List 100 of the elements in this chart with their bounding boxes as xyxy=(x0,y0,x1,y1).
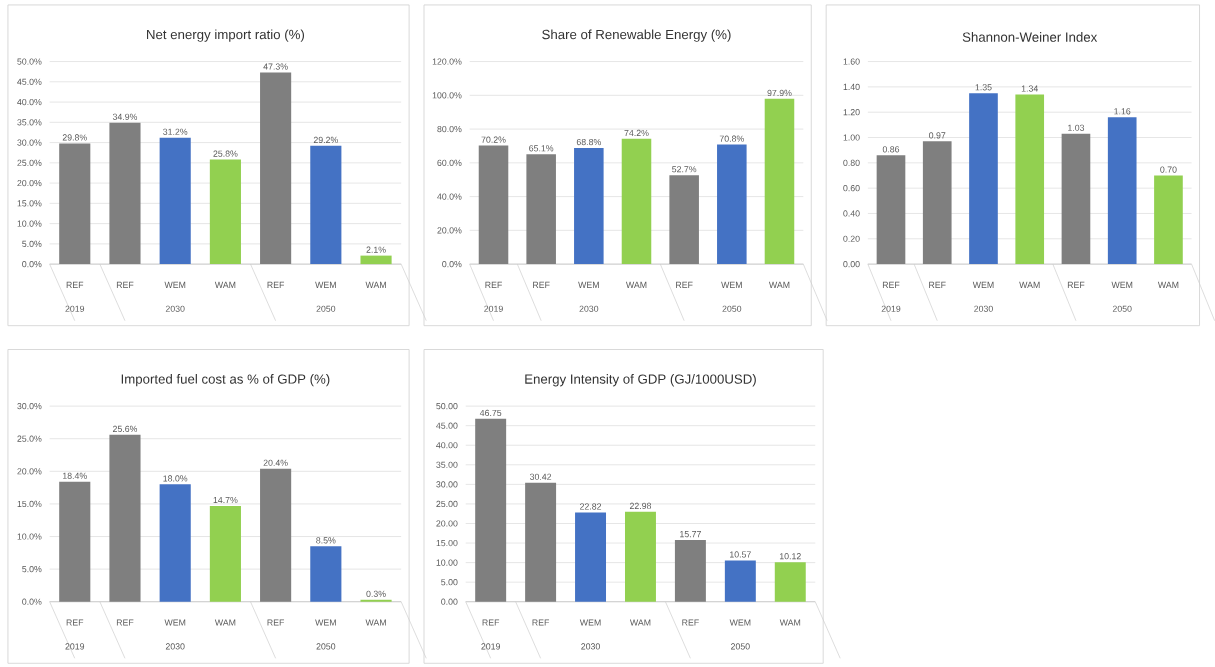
data-label: 97.9% xyxy=(767,89,792,96)
data-label: 70.2% xyxy=(481,136,506,143)
bar xyxy=(525,482,557,602)
data-label: 1.35 xyxy=(975,84,992,91)
bar xyxy=(1015,94,1045,264)
y-tick-label: 45.0% xyxy=(17,78,42,85)
y-tick-label: 80.0% xyxy=(437,125,462,133)
bar xyxy=(209,505,241,602)
y-tick-label: 10.0% xyxy=(17,220,42,227)
y-tick-label: 40.00 xyxy=(436,442,458,449)
y-tick-label: 0.00 xyxy=(441,598,458,605)
bar xyxy=(59,481,91,602)
x-tick-label: WEM xyxy=(721,281,742,288)
x-tick-label: WEM xyxy=(972,281,994,288)
bar xyxy=(717,144,747,264)
y-tick-label: 30.0% xyxy=(17,402,42,410)
y-tick-label: 50.0% xyxy=(17,58,42,65)
x-tick-label: REF xyxy=(533,281,550,288)
y-tick-label: 1.20 xyxy=(843,108,860,116)
bar xyxy=(624,511,656,602)
y-tick-label: 5.0% xyxy=(22,240,42,247)
y-tick-label: 0.0% xyxy=(22,260,42,268)
x-tick-label: REF xyxy=(66,619,84,626)
text: 2050 xyxy=(316,305,336,312)
data-label: 18.4% xyxy=(63,472,87,479)
y-tick-label: 10.00 xyxy=(436,559,458,566)
x-tick-label: WEM xyxy=(315,619,336,626)
bar xyxy=(774,562,806,602)
y-tick-label: 35.00 xyxy=(436,461,458,468)
data-label: 22.98 xyxy=(629,502,652,509)
bar xyxy=(1061,133,1091,264)
x-tick-label: WAM xyxy=(779,619,801,626)
bar xyxy=(876,155,906,264)
y-tick-label: 1.40 xyxy=(843,83,860,90)
text: 2030 xyxy=(165,305,185,312)
data-label: 47.3% xyxy=(263,63,288,70)
data-label: 0.86 xyxy=(882,146,900,153)
text: 2050 xyxy=(1112,305,1132,312)
y-tick-label: 30.0% xyxy=(17,139,42,146)
x-tick-label: REF xyxy=(682,619,699,626)
bar xyxy=(310,546,342,602)
data-label: 15.77 xyxy=(680,530,701,538)
data-label: 65.1% xyxy=(529,145,554,152)
x-tick-label: REF xyxy=(485,281,502,288)
data-label: 25.8% xyxy=(213,150,238,157)
x-tick-label: REF xyxy=(267,281,285,288)
x-tick-label: REF xyxy=(929,281,946,288)
bar xyxy=(159,484,191,602)
bar xyxy=(310,145,342,264)
bar xyxy=(724,560,756,602)
data-label: 30.42 xyxy=(529,473,552,480)
bar xyxy=(1107,117,1137,264)
bar xyxy=(1154,175,1183,264)
data-label: 29.8% xyxy=(62,134,87,141)
x-tick-label: REF xyxy=(1067,281,1085,288)
x-tick-label: WAM xyxy=(625,281,647,288)
bar xyxy=(621,138,652,264)
x-tick-label: WEM xyxy=(1111,281,1133,288)
text: 2030 xyxy=(579,305,599,312)
data-label: 8.5% xyxy=(316,537,336,544)
x-tick-label: REF xyxy=(66,281,84,288)
x-tick-label: REF xyxy=(676,281,693,288)
data-label: 1.16 xyxy=(1114,108,1131,115)
data-label: 2.1% xyxy=(366,246,386,253)
data-label: 22.82 xyxy=(580,503,602,510)
bar xyxy=(109,122,141,264)
x-tick-label: WAM xyxy=(1157,281,1179,288)
y-tick-label: 20.0% xyxy=(437,227,462,234)
y-tick-label: 20.00 xyxy=(436,520,458,527)
bar xyxy=(526,154,556,264)
x-tick-label: REF xyxy=(882,281,900,288)
bar xyxy=(109,434,141,602)
data-label: 1.03 xyxy=(1068,124,1085,131)
y-tick-label: 0.40 xyxy=(843,210,860,217)
y-tick-label: 5.00 xyxy=(441,578,458,586)
bar xyxy=(59,143,91,264)
y-tick-label: 25.00 xyxy=(436,500,458,507)
bar xyxy=(575,512,607,602)
x-tick-label: WAM xyxy=(365,619,386,626)
x-tick-label: REF xyxy=(267,619,285,626)
y-tick-label: 50.00 xyxy=(436,402,458,410)
text: 2030 xyxy=(581,643,600,650)
bar xyxy=(674,539,706,602)
text: 2050 xyxy=(722,305,742,312)
bar xyxy=(260,72,292,264)
bar xyxy=(922,141,952,264)
y-tick-label: 15.0% xyxy=(17,200,42,207)
text: 2050 xyxy=(316,643,336,650)
text: 2019 xyxy=(65,643,85,650)
y-tick-label: 60.0% xyxy=(437,159,462,166)
x-tick-label: WAM xyxy=(768,281,790,288)
chart-title: Net energy import ratio (%) xyxy=(147,29,305,42)
data-label: 1.34 xyxy=(1021,85,1038,92)
chart-title: Energy Intensity of GDP (GJ/1000USD) xyxy=(525,373,756,387)
x-tick-label: WEM xyxy=(164,281,186,288)
y-tick-label: 0.60 xyxy=(843,184,860,192)
x-tick-label: WEM xyxy=(579,619,601,626)
x-tick-label: WEM xyxy=(164,619,186,626)
bar xyxy=(159,137,191,264)
chart-title: Shannon-Weiner Index xyxy=(962,31,1098,42)
